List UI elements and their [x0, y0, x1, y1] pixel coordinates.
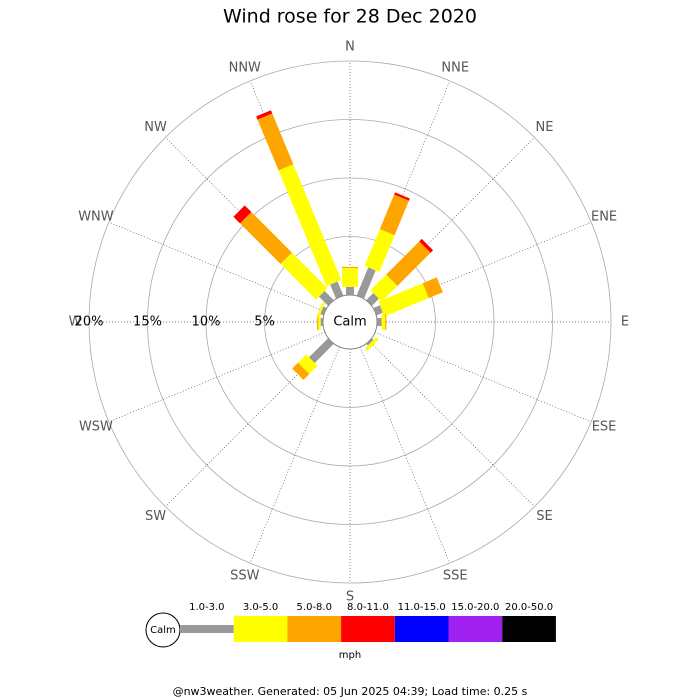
bar-segment [317, 314, 319, 330]
bar-segment [378, 283, 429, 317]
legend-swatch [233, 616, 288, 642]
bar-segment [280, 252, 328, 300]
direction-label: S [346, 590, 354, 605]
spoke [108, 221, 326, 312]
bar-segment [316, 302, 325, 318]
legend-swatch [448, 616, 503, 642]
chart-title: Wind rose for 28 Dec 2020 [223, 6, 477, 28]
spoke [374, 332, 592, 423]
direction-label: NNW [229, 60, 261, 75]
bar-segment [377, 318, 382, 326]
bar-segment [320, 318, 323, 326]
calm-label: Calm [333, 315, 366, 330]
bar-segment [386, 241, 431, 286]
direction-label: SW [145, 509, 166, 524]
legend-label: 3.0-5.0 [243, 602, 278, 613]
bar-segment [330, 281, 344, 299]
bar-segment [366, 338, 374, 346]
bar-segment [365, 337, 379, 351]
ring [147, 119, 553, 525]
bar-segment [240, 212, 292, 264]
bar-segment [379, 194, 409, 236]
bar-segment [297, 354, 318, 375]
spoke [249, 346, 340, 564]
legend-swatch [287, 616, 342, 642]
r-tick-label: 10% [192, 315, 221, 330]
legend-label: 15.0-20.0 [451, 602, 499, 613]
legend-calm-label: Calm [150, 625, 176, 636]
bar-segment [342, 266, 358, 269]
legend-label: 1.0-3.0 [189, 602, 224, 613]
bar-segment [320, 306, 327, 316]
spoke [368, 340, 535, 507]
r-tick-label: 5% [254, 315, 275, 330]
bar-segment [309, 338, 334, 363]
legend-swatch [502, 616, 556, 642]
bar-segment [356, 267, 376, 299]
bar-segment [381, 314, 386, 330]
direction-label: SSW [230, 569, 260, 584]
legend-unit: mph [339, 650, 361, 661]
bar-segment [233, 205, 252, 224]
direction-label: ENE [591, 209, 617, 224]
bar-segment [422, 277, 443, 299]
direction-label: E [621, 315, 629, 330]
bar-segment [257, 113, 294, 171]
bar-segment [292, 362, 310, 380]
legend-swatch [394, 616, 449, 642]
direction-label: WNW [78, 209, 114, 224]
direction-label: W [69, 315, 82, 330]
spoke [360, 346, 451, 564]
direction-label: NNE [441, 60, 469, 75]
bar-segment [342, 268, 358, 287]
bar-segment [385, 314, 387, 330]
footer: @nw3weather. Generated: 05 Jun 2025 04:3… [173, 685, 528, 698]
direction-label: SSE [443, 569, 468, 584]
r-tick-label: 20% [75, 315, 104, 330]
ring [88, 60, 612, 584]
legend-swatch [341, 616, 395, 642]
bar-segment [346, 286, 354, 295]
legend-label: 11.0-15.0 [398, 602, 446, 613]
direction-label: ESE [592, 420, 617, 435]
legend-label: 5.0-8.0 [297, 602, 332, 613]
bar-segment [364, 229, 395, 273]
bar-segment [318, 290, 334, 306]
bar-segment [278, 164, 342, 287]
legend-label: 8.0-11.0 [347, 602, 389, 613]
bar-segment [394, 192, 410, 201]
ring [264, 236, 436, 408]
direction-label: N [345, 40, 355, 55]
bar-segment [419, 238, 434, 253]
direction-label: NE [535, 120, 553, 135]
bar-segment [370, 274, 398, 302]
spoke [108, 332, 326, 423]
legend-label: 20.0-50.0 [505, 602, 553, 613]
direction-label: SE [536, 509, 552, 524]
direction-label: WSW [79, 420, 113, 435]
calm-circle [322, 294, 378, 350]
bar-segment [318, 314, 321, 330]
r-tick-label: 15% [133, 315, 162, 330]
legend-swatch [180, 625, 234, 633]
bar-segment [256, 110, 273, 120]
direction-label: NW [144, 120, 167, 135]
